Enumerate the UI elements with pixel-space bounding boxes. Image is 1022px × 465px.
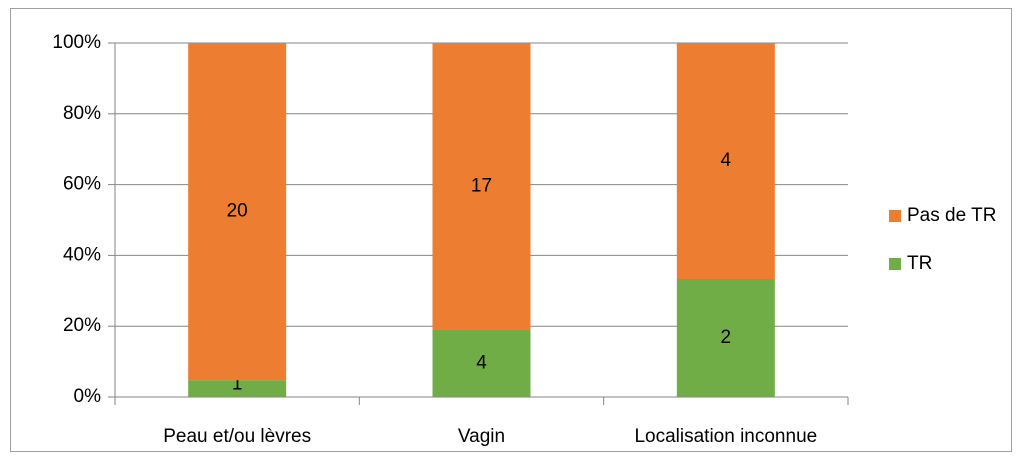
y-tick-label: 60% — [63, 174, 101, 195]
x-tick-label: Localisation inconnue — [634, 426, 817, 447]
bar-segment — [676, 43, 775, 279]
y-tick-label: 20% — [63, 315, 101, 336]
data-label: 4 — [721, 150, 732, 171]
legend-swatch — [889, 258, 901, 270]
data-label: 20 — [227, 201, 248, 222]
x-tick-label: Vagin — [458, 426, 505, 447]
y-tick-label: 40% — [63, 244, 101, 265]
y-tick-label: 80% — [63, 103, 101, 124]
x-tick-label: Peau et/ou lèvres — [163, 426, 311, 447]
data-label: 4 — [476, 352, 487, 373]
bar-segment — [188, 380, 287, 397]
y-tick-label: 100% — [52, 32, 101, 53]
bar-segment — [188, 43, 287, 381]
data-label: 1 — [232, 374, 243, 395]
bar-segment — [432, 43, 531, 330]
legend-swatch — [889, 210, 901, 222]
legend-label: TR — [907, 253, 932, 274]
data-label: 2 — [721, 327, 732, 348]
data-label: 17 — [471, 175, 492, 196]
legend-label: Pas de TR — [907, 205, 996, 226]
bar-segment — [432, 329, 531, 397]
y-tick-label: 0% — [74, 386, 102, 407]
bar-segment — [676, 279, 775, 397]
